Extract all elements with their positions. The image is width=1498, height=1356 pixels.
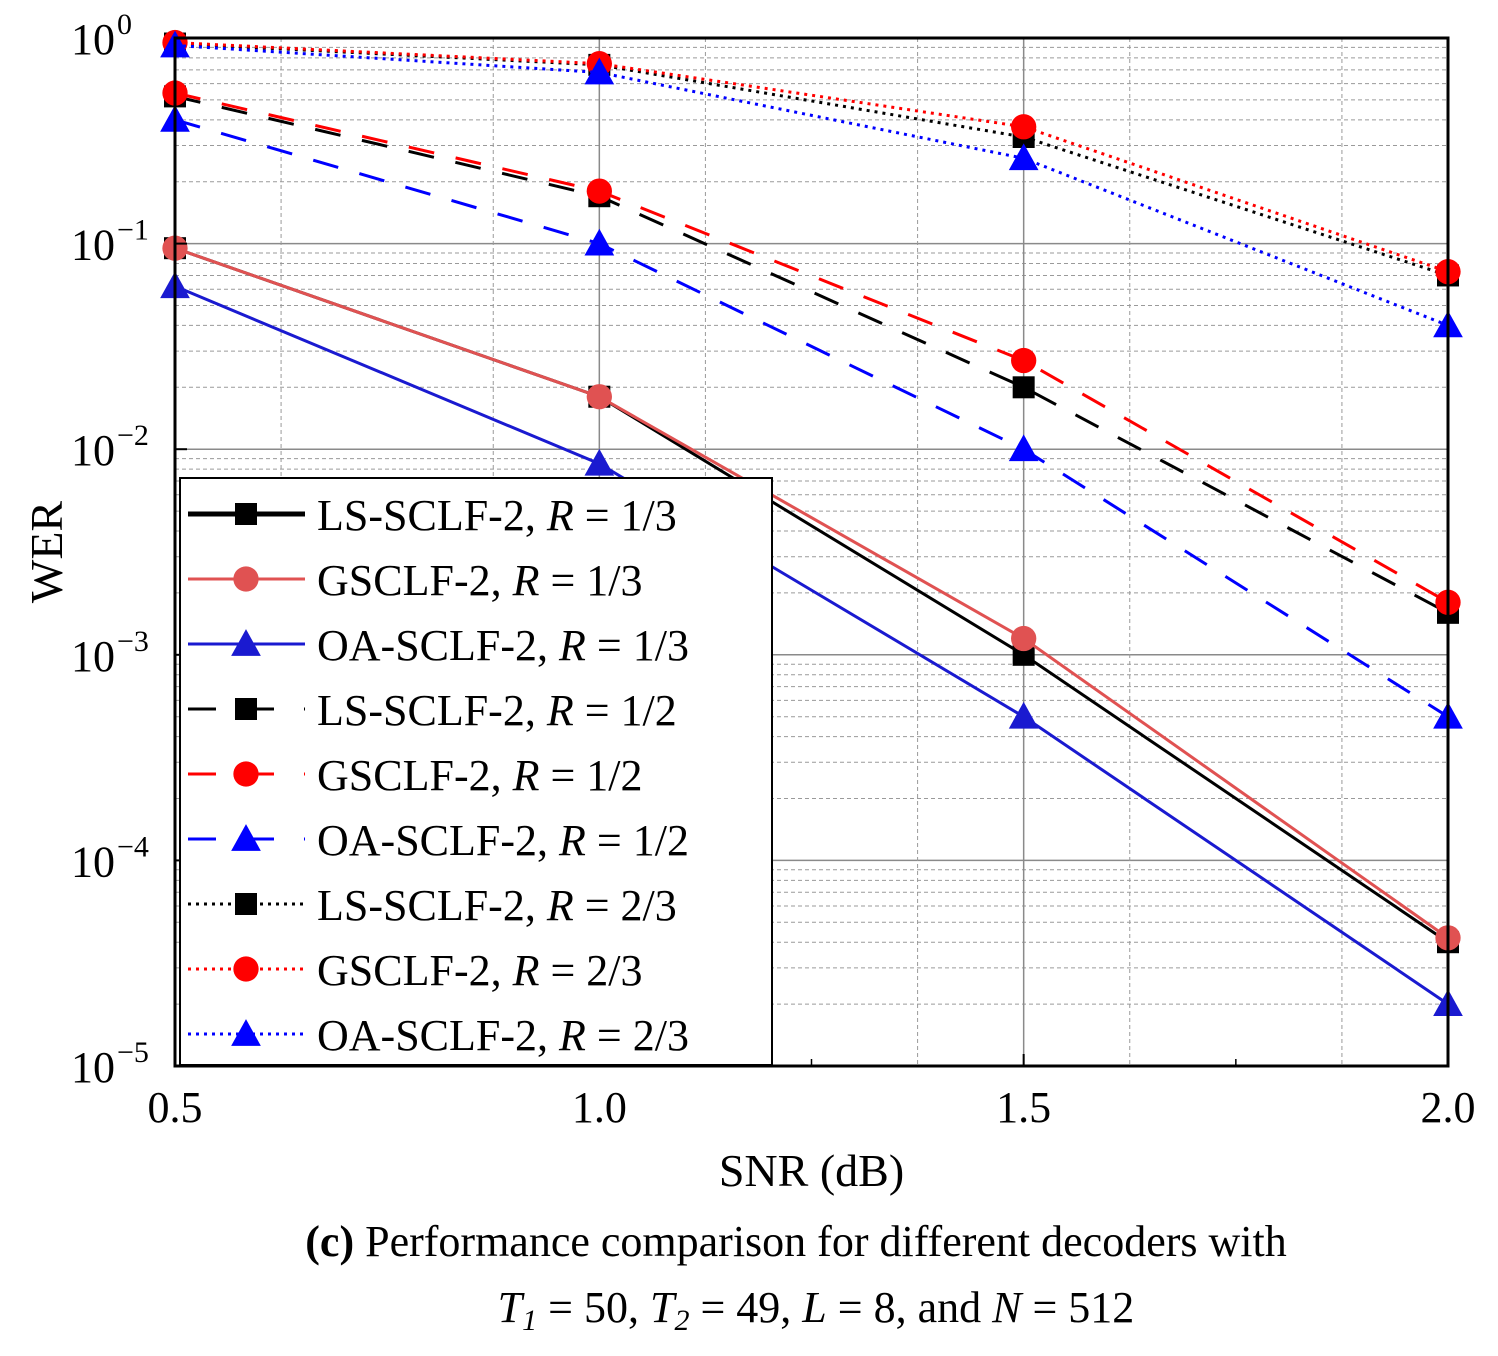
series-oa-sclf-2-r-2-3 [160, 30, 1463, 338]
legend-item: LS-SCLF-2, R = 1/3 [188, 491, 677, 540]
x-tick-label: 1.5 [996, 1083, 1051, 1132]
legend-item: OA-SCLF-2, R = 1/3 [188, 621, 689, 670]
series-gsclf-2-r-2-3 [162, 29, 1461, 285]
legend-item: GSCLF-2, R = 1/3 [188, 556, 643, 605]
caption-panel-label: (c) [305, 1217, 354, 1266]
y-tick-exponent: −5 [117, 1036, 149, 1069]
legend-item: GSCLF-2, R = 1/2 [188, 751, 643, 800]
data-point-triangle [1008, 434, 1039, 462]
series-line [174, 94, 1449, 615]
series-gsclf-2-r-1-3 [162, 235, 1461, 951]
caption-n-symbol: N [991, 1283, 1024, 1332]
data-point-circle [1011, 114, 1037, 140]
y-tick-exponent: −4 [117, 830, 149, 863]
series-ls-sclf-2-r-2-3 [164, 32, 1459, 287]
caption-t1-symbol: T [498, 1283, 526, 1332]
legend-item: LS-SCLF-2, R = 1/2 [188, 686, 677, 735]
legend: LS-SCLF-2, R = 1/3 GSCLF-2, R = 1/3 OA-SCL… [179, 477, 773, 1066]
caption-l-symbol: L [801, 1283, 826, 1332]
legend-label: GSCLF-2, R = 1/3 [317, 556, 643, 605]
legend-label: LS-SCLF-2, R = 2/3 [317, 881, 677, 930]
y-tick-label: 10 [71, 221, 115, 270]
legend-label: GSCLF-2, R = 1/2 [317, 751, 643, 800]
data-point-circle [1011, 625, 1037, 652]
legend-item: OA-SCLF-2, R = 2/3 [188, 1011, 689, 1060]
caption-t1-value: = 50, [537, 1283, 650, 1332]
legend-label: LS-SCLF-2, R = 1/3 [317, 491, 677, 540]
data-point-square [235, 698, 257, 720]
data-point-triangle [231, 629, 261, 656]
y-tick-label: 10 [71, 426, 115, 475]
figure-caption-line-1: (c) Performance comparison for different… [305, 1217, 1286, 1266]
data-point-triangle [1008, 701, 1039, 729]
data-point-triangle [231, 824, 261, 851]
legend-item: LS-SCLF-2, R = 2/3 [188, 881, 677, 930]
series-line [174, 118, 1449, 718]
series-line [174, 284, 1449, 1006]
caption-n-value: = 512 [1021, 1283, 1134, 1332]
data-point-square [235, 893, 257, 915]
data-point-circle [1011, 347, 1037, 374]
data-point-square [1012, 376, 1035, 399]
y-tick-exponent: −1 [117, 214, 149, 247]
legend-label: LS-SCLF-2, R = 1/2 [317, 686, 677, 735]
legend-label: OA-SCLF-2, R = 1/3 [317, 621, 689, 670]
legend-item: GSCLF-2, R = 2/3 [188, 946, 643, 995]
data-point-circle [233, 956, 259, 982]
data-point-circle [586, 178, 612, 204]
x-tick-label: 0.5 [148, 1083, 203, 1132]
legend-label: OA-SCLF-2, R = 2/3 [317, 1011, 689, 1060]
data-point-square [235, 503, 257, 525]
legend-label: OA-SCLF-2, R = 1/2 [317, 816, 689, 865]
data-point-circle [233, 566, 259, 592]
legend-item: OA-SCLF-2, R = 1/2 [188, 816, 689, 865]
series-gsclf-2-r-1-2 [162, 80, 1461, 615]
data-point-triangle [584, 448, 615, 476]
y-tick-exponent: −2 [117, 419, 149, 452]
y-axis-title: WER [21, 501, 72, 604]
y-tick-exponent: 0 [117, 8, 132, 41]
data-point-triangle [231, 1019, 261, 1046]
caption-t2-subscript: 2 [674, 1304, 689, 1337]
data-point-triangle [1008, 143, 1039, 171]
legend-label: GSCLF-2, R = 2/3 [317, 946, 643, 995]
caption-l-value: = 8, and [827, 1283, 992, 1332]
y-tick-exponent: −3 [117, 625, 149, 658]
series-line [174, 91, 1449, 604]
data-point-triangle [584, 228, 615, 256]
y-tick-label: 10 [71, 837, 115, 886]
caption-t1-subscript: 1 [522, 1304, 537, 1337]
x-tick-label: 2.0 [1421, 1083, 1476, 1132]
x-axis-title: SNR (dB) [719, 1145, 904, 1196]
series-line [174, 43, 1449, 327]
series-line [174, 42, 1449, 277]
data-point-circle [233, 761, 259, 787]
series-line [174, 41, 1449, 274]
y-tick-label: 10 [71, 632, 115, 681]
series-oa-sclf-2-r-1-3 [160, 271, 1463, 1016]
data-point-circle [586, 384, 612, 410]
legend-box [179, 477, 773, 1066]
y-tick-label: 10 [71, 15, 115, 64]
x-tick-label: 1.0 [572, 1083, 627, 1132]
series-lines [160, 29, 1463, 1016]
y-tick-label: 10 [71, 1043, 115, 1092]
caption-t2-value: = 49, [689, 1283, 802, 1332]
data-point-triangle [584, 57, 615, 85]
figure-caption-line-2: T1 = 50, T2 = 49, L = 8, and N = 512 [498, 1283, 1135, 1337]
caption-description: Performance comparison for different dec… [354, 1217, 1287, 1266]
caption-t2-symbol: T [650, 1283, 678, 1332]
series-line [174, 246, 1449, 940]
